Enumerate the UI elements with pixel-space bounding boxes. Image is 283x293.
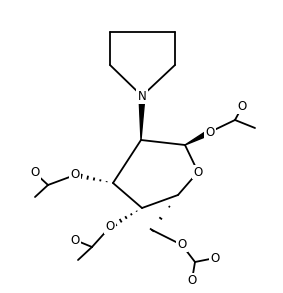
Text: N: N: [138, 89, 146, 103]
Text: O: O: [30, 166, 40, 180]
Text: O: O: [70, 234, 80, 246]
Text: O: O: [187, 273, 197, 287]
Text: O: O: [70, 168, 80, 181]
Polygon shape: [185, 130, 211, 145]
Polygon shape: [139, 96, 145, 140]
Text: O: O: [210, 251, 220, 265]
Text: O: O: [237, 100, 246, 113]
Text: O: O: [105, 221, 115, 234]
Text: O: O: [177, 239, 186, 251]
Text: O: O: [193, 166, 203, 178]
Text: O: O: [205, 125, 215, 139]
